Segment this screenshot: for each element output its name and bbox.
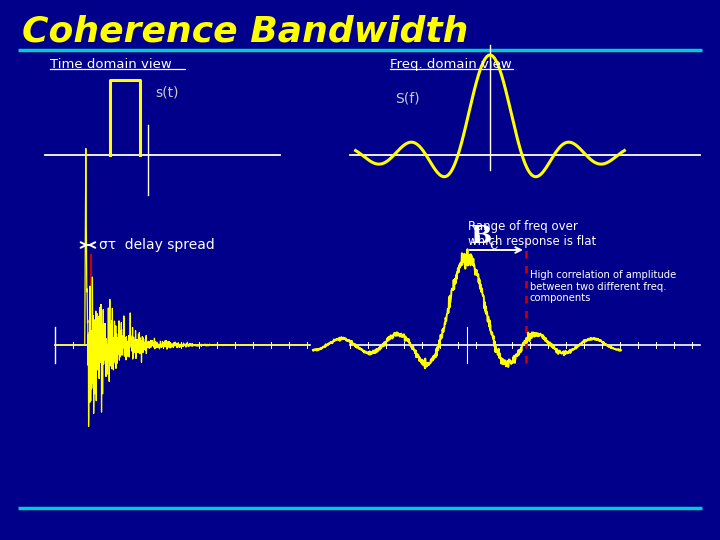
Text: Freq. domain view: Freq. domain view xyxy=(390,58,512,71)
Text: B: B xyxy=(471,224,492,248)
Text: S(f): S(f) xyxy=(395,92,420,106)
Text: Time domain view: Time domain view xyxy=(50,58,172,71)
Text: High correlation of amplitude
between two different freq.
components: High correlation of amplitude between tw… xyxy=(530,270,676,303)
Text: c: c xyxy=(489,238,498,252)
Text: Coherence Bandwidth: Coherence Bandwidth xyxy=(22,15,469,49)
Text: στ  delay spread: στ delay spread xyxy=(99,238,215,252)
Text: s(t): s(t) xyxy=(155,85,179,99)
Text: Range of freq over
which response is flat: Range of freq over which response is fla… xyxy=(468,220,596,248)
